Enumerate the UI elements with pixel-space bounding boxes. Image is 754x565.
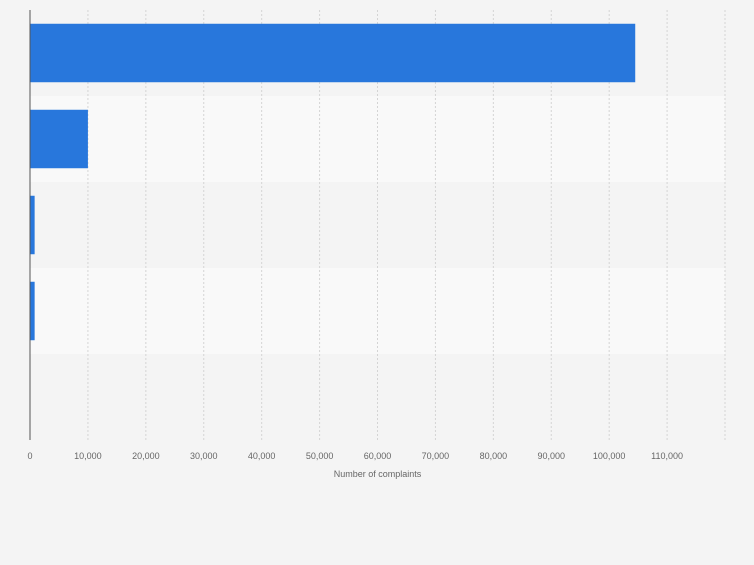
- x-tick-label: 100,000: [593, 451, 626, 461]
- x-tick-label: 70,000: [422, 451, 450, 461]
- row-band: [30, 354, 725, 440]
- x-tick-label: 20,000: [132, 451, 160, 461]
- bar[interactable]: [30, 23, 636, 83]
- bar[interactable]: [30, 281, 35, 341]
- x-tick-label: 50,000: [306, 451, 334, 461]
- x-tick-label: 40,000: [248, 451, 276, 461]
- x-tick-labels: 0 10,000 20,000 30,000 40,000 50,000 60,000 70,…: [27, 451, 683, 461]
- row-band: [30, 182, 725, 268]
- bar[interactable]: [30, 195, 35, 255]
- x-tick-label: 110,000: [651, 451, 683, 461]
- x-tick-label: 80,000: [480, 451, 508, 461]
- x-tick-label: 30,000: [190, 451, 218, 461]
- x-tick-label: 10,000: [74, 451, 102, 461]
- bars: [30, 23, 636, 341]
- bar[interactable]: [30, 109, 88, 169]
- x-tick-label: 60,000: [364, 451, 392, 461]
- x-axis-label: Number of complaints: [334, 469, 422, 479]
- x-tick-label: 0: [27, 451, 32, 461]
- x-tick-label: 90,000: [537, 451, 565, 461]
